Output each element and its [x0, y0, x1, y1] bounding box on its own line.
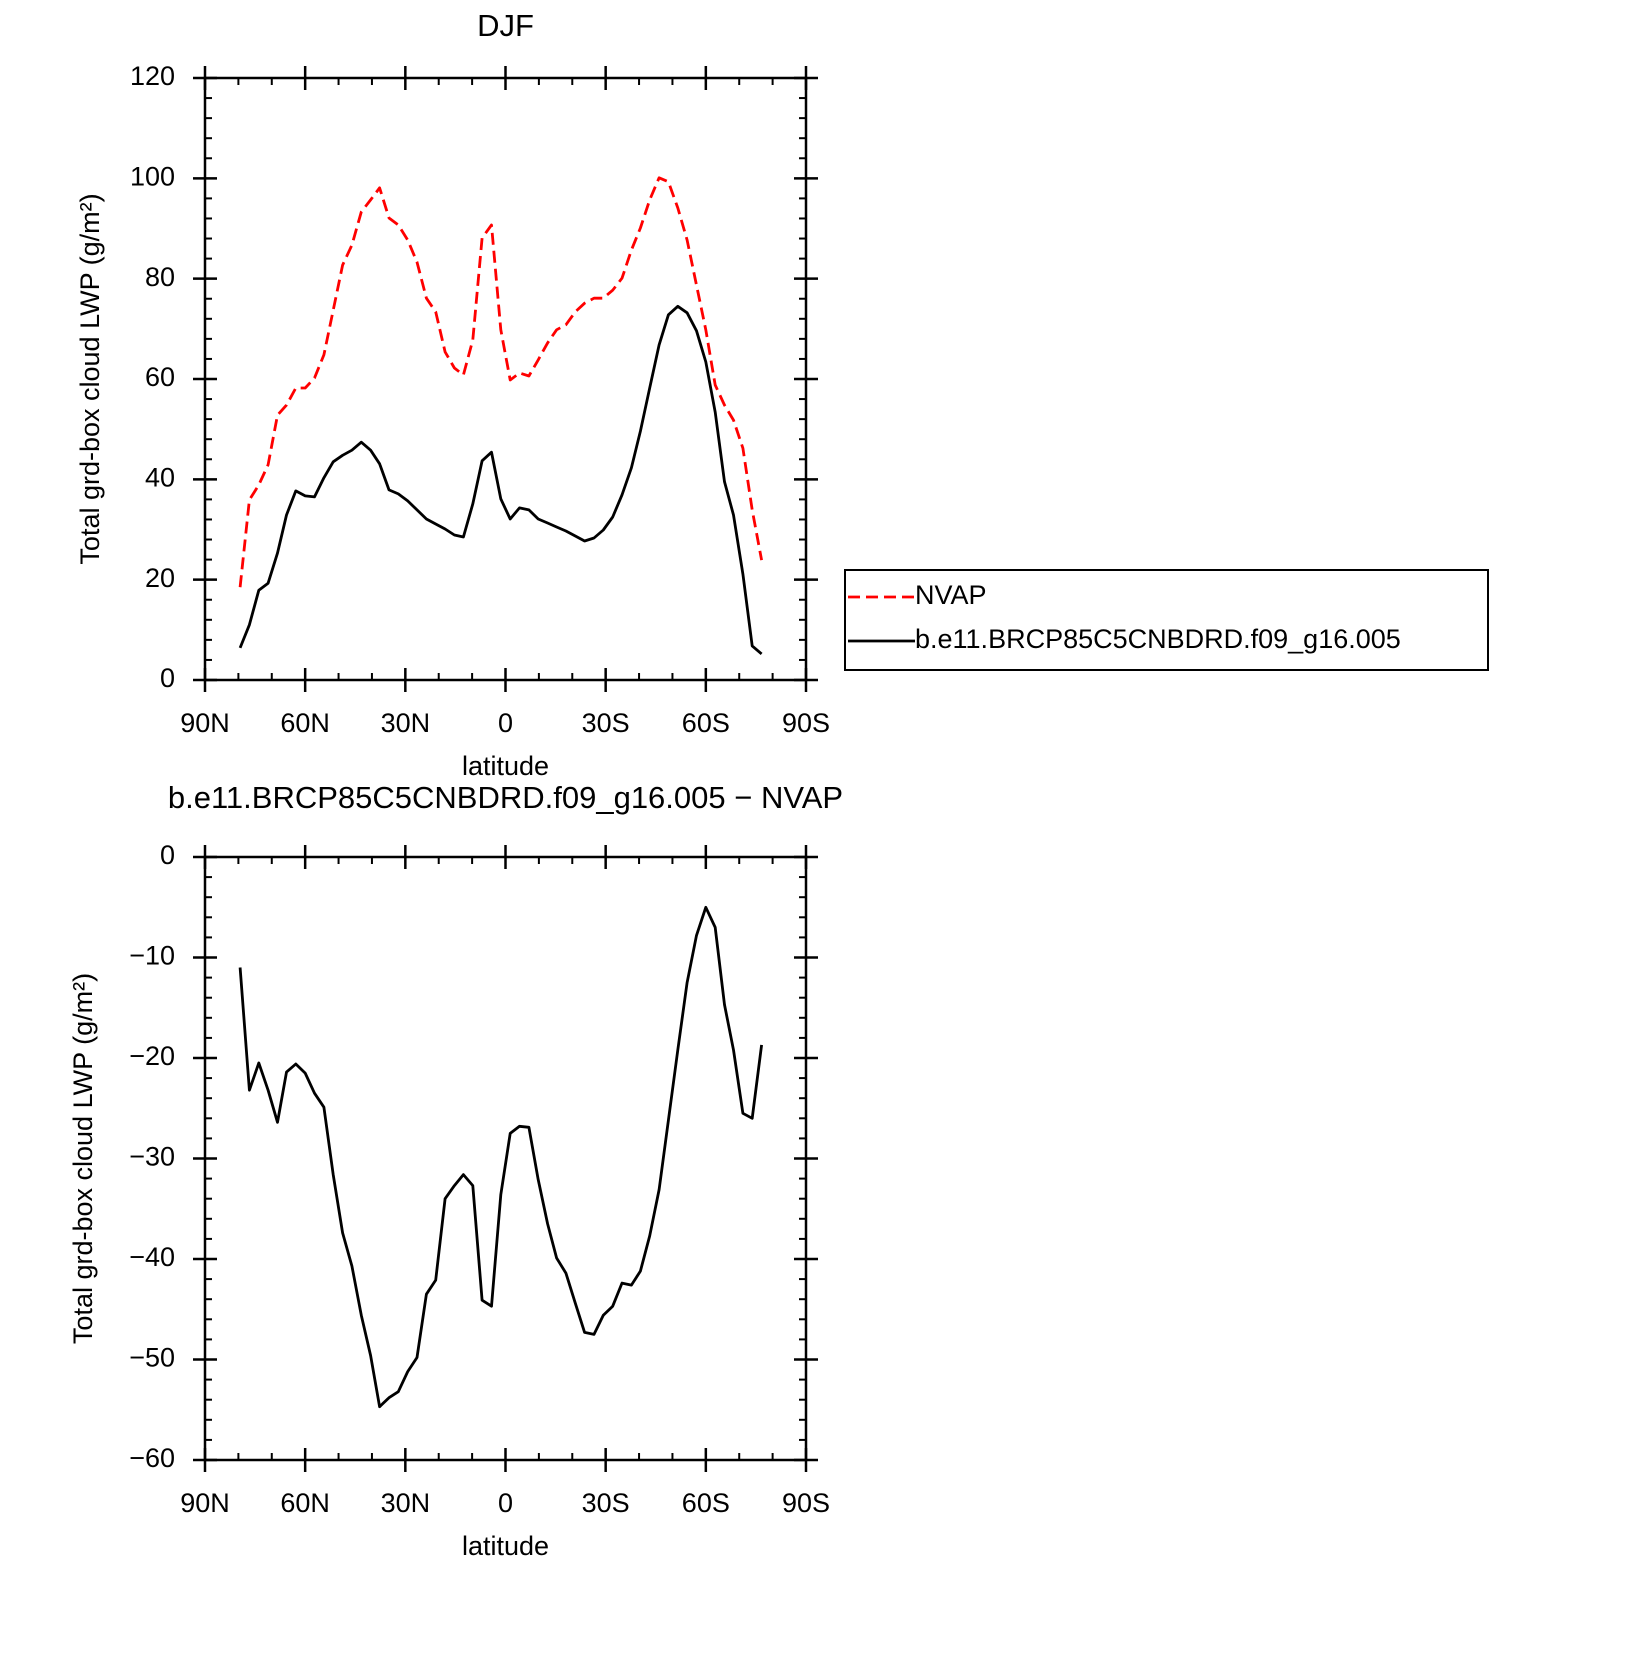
legend-label: b.e11.BRCP85C5CNBDRD.f09_g16.005 — [915, 624, 1401, 654]
x-tick-label: 90S — [782, 1488, 830, 1518]
x-tick-label: 0 — [498, 1488, 513, 1518]
legend-box — [844, 569, 1489, 671]
x-tick-label: 90S — [782, 708, 830, 738]
x-tick-label: 30S — [582, 1488, 630, 1518]
data-line — [238, 905, 763, 1409]
x-tick-label: 30S — [582, 708, 630, 738]
y-tick-label: 40 — [145, 462, 175, 492]
x-tick-label: 30N — [381, 1488, 431, 1518]
x-axis-label: latitude — [462, 751, 549, 781]
y-tick-label: 80 — [145, 262, 175, 292]
y-tick-label: 20 — [145, 563, 175, 593]
x-axis-label: latitude — [462, 1531, 549, 1561]
x-tick-label: 60N — [280, 1488, 330, 1518]
y-tick-label: 120 — [130, 61, 175, 91]
x-tick-label: 60N — [280, 708, 330, 738]
x-tick-label: 0 — [498, 708, 513, 738]
x-tick-label: 30N — [381, 708, 431, 738]
legend: NVAP b.e11.BRCP85C5CNBDRD.f09_g16.005 — [844, 569, 1489, 671]
data-line — [238, 304, 763, 655]
legend-label: NVAP — [915, 580, 987, 610]
y-tick-label: −40 — [129, 1242, 175, 1272]
y-tick-label: −50 — [129, 1343, 175, 1373]
x-tick-label: 90N — [180, 1488, 230, 1518]
y-tick-label: 0 — [160, 840, 175, 870]
data-line — [238, 176, 763, 588]
x-tick-label: 60S — [682, 708, 730, 738]
y-tick-label: −10 — [129, 941, 175, 971]
y-tick-label: 0 — [160, 663, 175, 693]
x-tick-label: 90N — [180, 708, 230, 738]
chart-title: b.e11.BRCP85C5CNBDRD.f09_g16.005 − NVAP — [168, 780, 843, 815]
x-tick-label: 60S — [682, 1488, 730, 1518]
plot-frame — [203, 76, 808, 682]
y-tick-label: −30 — [129, 1142, 175, 1172]
y-tick-label: −20 — [129, 1041, 175, 1071]
y-axis-label: Total grd-box cloud LWP (g/m²) — [68, 973, 98, 1344]
y-tick-label: −60 — [129, 1443, 175, 1473]
chart-title: DJF — [477, 8, 534, 43]
y-axis-label: Total grd-box cloud LWP (g/m²) — [75, 193, 105, 564]
y-tick-label: 100 — [130, 161, 175, 191]
y-tick-label: 60 — [145, 362, 175, 392]
